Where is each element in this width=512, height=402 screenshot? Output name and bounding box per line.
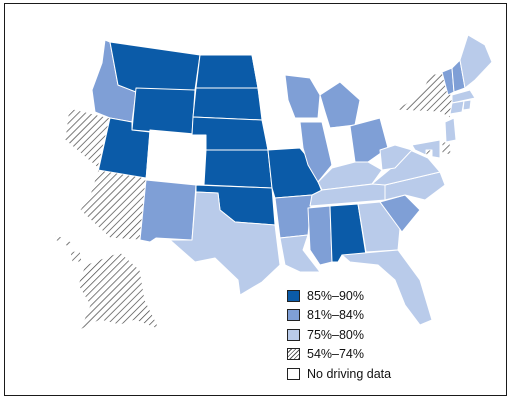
state-MS xyxy=(307,205,333,266)
state-MN xyxy=(251,54,296,116)
state-OH xyxy=(349,117,389,163)
legend-item: 54%–74% xyxy=(287,345,437,365)
state-NV xyxy=(64,107,111,169)
state-NM xyxy=(139,179,197,243)
legend-label: 54%–74% xyxy=(307,347,364,362)
legend-item: 85%–90% xyxy=(287,286,437,306)
state-MT xyxy=(109,41,201,93)
legend-item: 81%–84% xyxy=(287,306,437,326)
state-CT xyxy=(449,100,465,115)
state-ND xyxy=(195,54,259,89)
map-legend: 85%–90% 81%–84% 75%–80% 54%–74% No driving d… xyxy=(287,286,437,384)
state-FL xyxy=(341,249,433,326)
legend-label: No driving data xyxy=(307,366,392,381)
state-WI xyxy=(284,74,321,119)
state-WY xyxy=(131,87,196,136)
state-AK xyxy=(77,251,161,331)
legend-label: 81%–84% xyxy=(307,308,364,323)
state-ME xyxy=(459,34,493,89)
state-NJ xyxy=(444,117,457,143)
legend-label: 75%–80% xyxy=(307,327,364,342)
legend-swatch xyxy=(287,367,300,380)
state-TX xyxy=(169,191,281,296)
legend-swatch xyxy=(287,328,300,341)
state-PA xyxy=(387,109,446,146)
legend-item: No driving data xyxy=(287,364,437,384)
state-DE xyxy=(441,141,452,156)
legend-item: 75%–80% xyxy=(287,325,437,345)
state-MA xyxy=(451,89,476,104)
state-WV xyxy=(379,144,413,171)
legend-label: 85%–90% xyxy=(307,288,364,303)
state-HI xyxy=(53,234,83,263)
state-MD xyxy=(411,139,441,159)
legend-swatch xyxy=(287,348,300,361)
state-MI xyxy=(319,81,361,129)
state-RI xyxy=(462,99,472,111)
state-LA xyxy=(279,234,321,273)
legend-swatch xyxy=(287,289,300,302)
state-DC xyxy=(425,149,433,157)
state-KS xyxy=(203,149,273,189)
state-CO xyxy=(145,129,207,183)
state-AR xyxy=(274,194,313,239)
state-SD xyxy=(192,87,263,121)
legend-swatch xyxy=(287,309,300,322)
